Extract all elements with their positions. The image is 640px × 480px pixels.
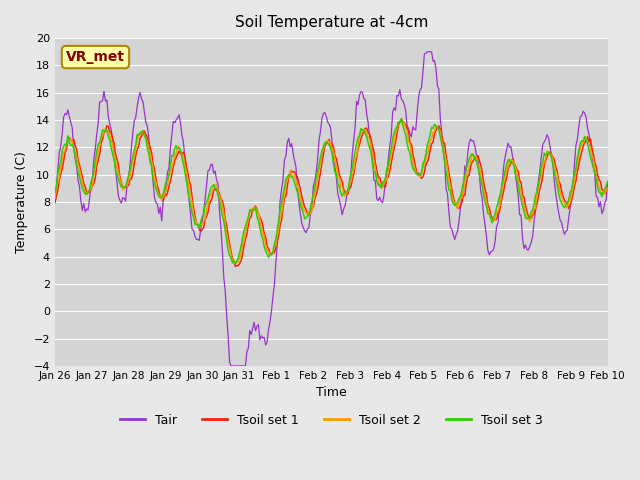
Y-axis label: Temperature (C): Temperature (C) (15, 151, 28, 253)
X-axis label: Time: Time (316, 386, 347, 399)
Text: VR_met: VR_met (66, 50, 125, 64)
Legend: Tair, Tsoil set 1, Tsoil set 2, Tsoil set 3: Tair, Tsoil set 1, Tsoil set 2, Tsoil se… (115, 409, 547, 432)
Title: Soil Temperature at -4cm: Soil Temperature at -4cm (235, 15, 428, 30)
